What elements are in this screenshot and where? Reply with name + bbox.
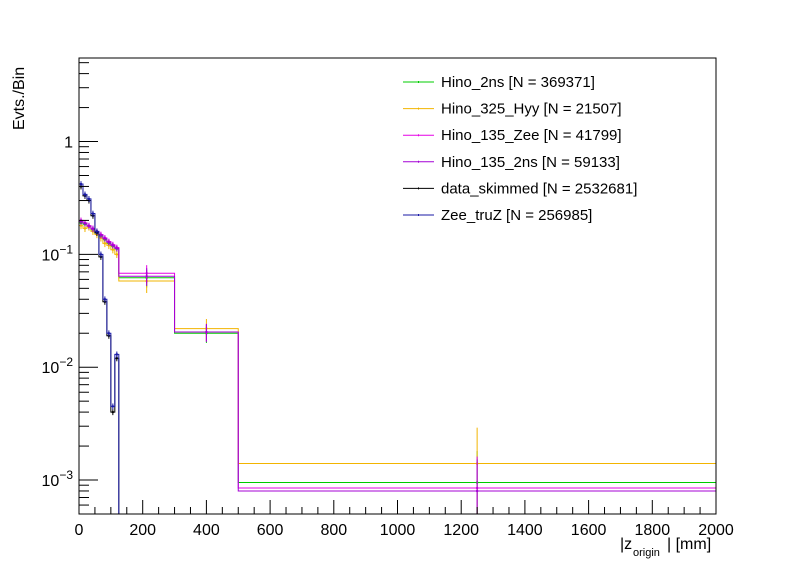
legend-label: Hino_135_2ns [N = 59133] bbox=[441, 154, 620, 171]
data-point bbox=[115, 353, 118, 356]
legend-entry: Hino_135_Zee [N = 41799] bbox=[403, 127, 622, 144]
data-point bbox=[91, 227, 94, 230]
data-point bbox=[103, 298, 106, 301]
legend-entry: Zee_truZ [N = 256985] bbox=[403, 207, 592, 224]
data-point bbox=[79, 224, 82, 227]
data-point bbox=[107, 241, 110, 244]
x-tick-label: 800 bbox=[320, 522, 347, 539]
y-tick-label: 10−2 bbox=[42, 355, 74, 377]
data-point bbox=[111, 244, 114, 247]
legend: Hino_2ns [N = 369371] Hino_325_Hyy [N = 2… bbox=[403, 74, 637, 224]
x-axis-title-main: |z bbox=[620, 536, 632, 553]
legend-label: data_skimmed [N = 2532681] bbox=[441, 180, 637, 197]
data-point bbox=[83, 193, 86, 196]
y-axis: 1 10−1 10−2 10−3 bbox=[42, 62, 98, 515]
data-point bbox=[111, 405, 114, 408]
data-point bbox=[111, 411, 114, 414]
data-point bbox=[111, 248, 114, 251]
x-axis-title: |z origin | [mm] bbox=[620, 536, 711, 559]
data-point bbox=[79, 220, 82, 223]
y-tick-label: 1 bbox=[64, 135, 73, 152]
x-tick-label: 400 bbox=[193, 522, 220, 539]
x-tick-label: 600 bbox=[257, 522, 284, 539]
series-layer bbox=[79, 181, 716, 514]
legend-entry: Hino_2ns [N = 369371] bbox=[403, 74, 595, 91]
data-point bbox=[145, 275, 148, 278]
x-tick-label: 2000 bbox=[698, 522, 734, 539]
data-point bbox=[115, 253, 118, 256]
data-point bbox=[103, 242, 106, 245]
data-point bbox=[91, 212, 94, 215]
x-tick-label: 0 bbox=[75, 522, 84, 539]
data-point bbox=[115, 357, 118, 360]
y-axis-title: Evts./Bin bbox=[11, 67, 28, 130]
y-tick-label: 10−1 bbox=[42, 242, 74, 264]
data-point bbox=[83, 227, 86, 230]
legend-entry: data_skimmed [N = 2532681] bbox=[403, 180, 637, 197]
data-point bbox=[99, 234, 102, 237]
data-point bbox=[103, 237, 106, 240]
x-axis-title-unit: | [mm] bbox=[667, 536, 711, 553]
legend-label: Hino_2ns [N = 369371] bbox=[441, 74, 595, 91]
series-Zee_truZ bbox=[79, 181, 120, 514]
data-point bbox=[107, 332, 110, 335]
x-axis: 0 200 400 600 800 1000 1200 1400 1600 1800 2000 bbox=[75, 500, 734, 539]
legend-entry: Hino_135_2ns [N = 59133] bbox=[403, 154, 620, 171]
legend-label: Hino_135_Zee [N = 41799] bbox=[441, 127, 622, 144]
x-tick-label: 1000 bbox=[380, 522, 416, 539]
x-axis-title-subscript: origin bbox=[633, 547, 660, 559]
legend-label: Hino_325_Hyy [N = 21507] bbox=[441, 101, 622, 118]
x-tick-label: 200 bbox=[129, 522, 156, 539]
data-point bbox=[83, 222, 86, 225]
data-point bbox=[107, 244, 110, 247]
x-tick-label: 1800 bbox=[635, 522, 671, 539]
x-tick-label: 1400 bbox=[507, 522, 543, 539]
legend-label: Zee_truZ [N = 256985] bbox=[441, 207, 592, 224]
legend-entry: Hino_325_Hyy [N = 21507] bbox=[403, 101, 622, 118]
series-Hino_135_2ns bbox=[79, 218, 716, 514]
data-point bbox=[87, 197, 90, 200]
data-point bbox=[476, 489, 479, 492]
x-tick-label: 1600 bbox=[571, 522, 607, 539]
data-point bbox=[205, 331, 208, 334]
y-tick-label: 10−3 bbox=[42, 468, 74, 490]
data-point bbox=[115, 247, 118, 250]
data-point bbox=[87, 225, 90, 228]
data-point bbox=[95, 230, 98, 233]
data-point bbox=[79, 183, 82, 186]
x-tick-label: 1200 bbox=[443, 522, 479, 539]
data-point bbox=[99, 253, 102, 256]
